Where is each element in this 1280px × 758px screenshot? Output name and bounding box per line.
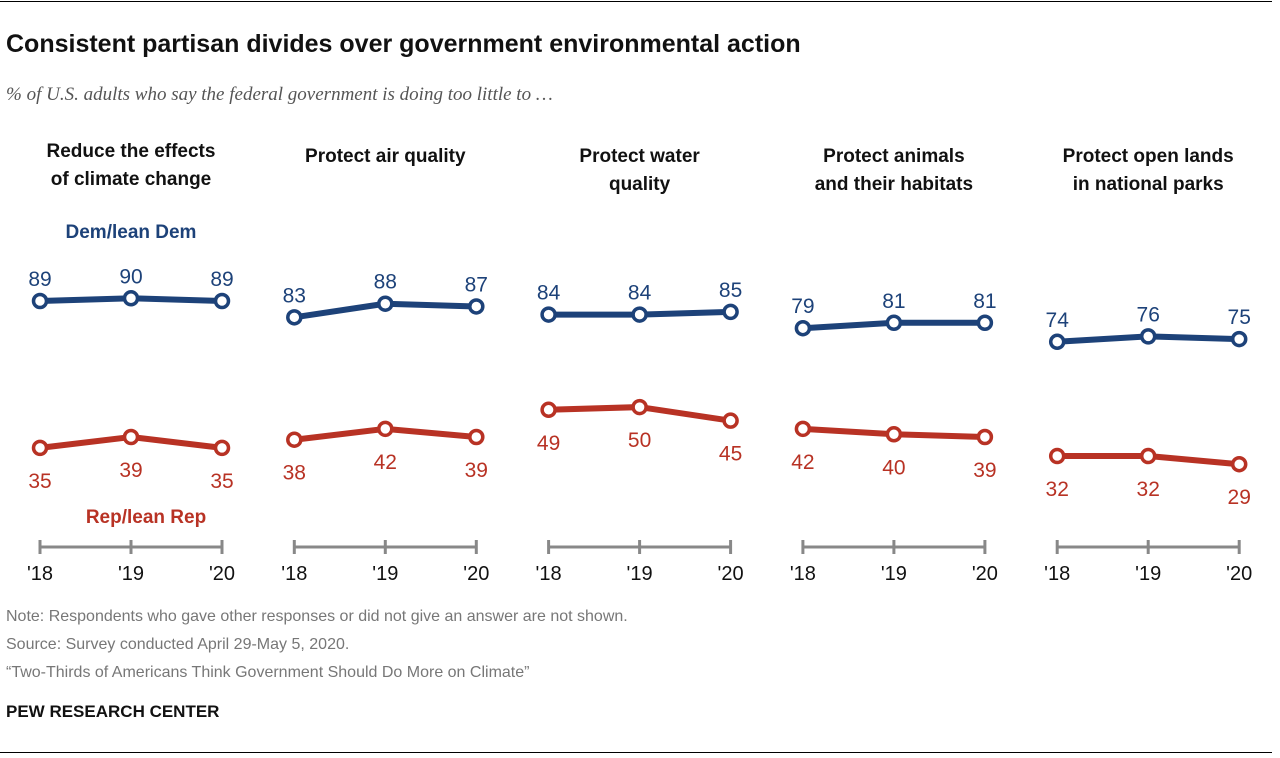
rep-data-label: 35 xyxy=(28,470,51,493)
dem-data-label: 90 xyxy=(119,265,142,288)
rep-point xyxy=(31,439,49,457)
x-tick-label: '19 xyxy=(372,563,398,585)
dem-point xyxy=(885,314,903,332)
chart-title: Consistent partisan divides over governm… xyxy=(6,30,801,58)
rep-data-label: 38 xyxy=(283,462,306,485)
dem-point xyxy=(1139,328,1157,345)
panel-title: Protect air quality xyxy=(305,146,466,167)
dem-point xyxy=(540,306,557,323)
rep-point xyxy=(631,398,648,416)
rep-data-label: 35 xyxy=(210,470,233,493)
chart-subtitle: % of U.S. adults who say the federal gov… xyxy=(6,84,553,105)
panel-title: Reduce the effects xyxy=(47,141,216,162)
panel-title: quality xyxy=(609,174,671,195)
x-tick-label: '20 xyxy=(718,563,744,585)
x-tick-label: '20 xyxy=(1226,563,1252,585)
x-tick-label: '18 xyxy=(536,563,562,585)
rep-data-label: 32 xyxy=(1137,478,1160,501)
rep-point xyxy=(1230,455,1248,473)
dem-data-label: 84 xyxy=(628,282,652,305)
x-tick-label: '19 xyxy=(627,563,653,585)
dem-data-label: 81 xyxy=(882,290,905,313)
x-tick-label: '18 xyxy=(281,563,307,585)
dem-data-label: 83 xyxy=(283,284,306,307)
dem-point xyxy=(213,292,231,310)
rep-data-label: 50 xyxy=(628,429,651,452)
report-title: “Two-Thirds of Americans Think Governmen… xyxy=(6,664,530,681)
rep-data-label: 45 xyxy=(719,443,742,466)
dem-point xyxy=(794,319,812,337)
dem-point xyxy=(122,290,140,307)
dem-data-label: 89 xyxy=(28,268,51,291)
rep-data-label: 42 xyxy=(791,451,814,474)
rep-point xyxy=(1048,447,1066,465)
rep-data-label: 39 xyxy=(973,459,996,482)
dem-data-label: 88 xyxy=(374,271,397,294)
rep-point xyxy=(540,401,557,419)
rep-point xyxy=(794,420,812,438)
dem-data-label: 85 xyxy=(719,279,742,302)
rep-data-label: 39 xyxy=(119,459,142,482)
dem-point xyxy=(631,306,648,323)
x-tick-label: '18 xyxy=(790,563,816,585)
dem-point xyxy=(1230,330,1248,348)
dem-data-label: 81 xyxy=(973,290,996,313)
bottom-rule xyxy=(0,752,1272,753)
x-tick-label: '20 xyxy=(972,563,998,585)
rep-point xyxy=(122,428,140,446)
x-tick-label: '20 xyxy=(209,563,235,585)
panel-title: of climate change xyxy=(51,169,212,190)
rep-data-label: 32 xyxy=(1046,478,1069,501)
source: Source: Survey conducted April 29-May 5,… xyxy=(6,636,350,653)
legend-rep: Rep/lean Rep xyxy=(86,507,206,528)
dem-point xyxy=(468,298,485,315)
rep-point xyxy=(286,431,303,448)
x-tick-label: '18 xyxy=(27,563,53,585)
x-tick-label: '19 xyxy=(1135,563,1161,585)
dem-data-label: 79 xyxy=(791,295,814,318)
rep-point xyxy=(1139,447,1157,465)
rep-data-label: 39 xyxy=(465,459,488,482)
panel-title: Protect animals xyxy=(823,146,965,167)
dem-data-label: 74 xyxy=(1046,309,1070,332)
rep-data-label: 29 xyxy=(1228,486,1251,509)
rep-point xyxy=(213,439,231,457)
panel-title: Protect water xyxy=(579,146,700,167)
dem-data-label: 89 xyxy=(210,268,233,291)
dem-data-label: 76 xyxy=(1137,303,1160,326)
rep-point xyxy=(377,420,394,438)
dem-data-label: 87 xyxy=(465,273,488,296)
dem-point xyxy=(1048,333,1066,351)
brand: PEW RESEARCH CENTER xyxy=(6,702,220,721)
rep-data-label: 40 xyxy=(882,456,905,479)
dem-point xyxy=(377,295,394,312)
x-tick-label: '20 xyxy=(463,563,489,585)
note: Note: Respondents who gave other respons… xyxy=(6,608,628,625)
dem-point xyxy=(976,314,994,332)
dem-data-label: 75 xyxy=(1228,306,1251,329)
x-tick-label: '19 xyxy=(881,563,907,585)
dem-point xyxy=(31,292,49,310)
panel-title: in national parks xyxy=(1073,174,1224,195)
rep-data-label: 42 xyxy=(374,451,397,474)
panel-title: Protect open lands xyxy=(1063,146,1234,167)
dem-point xyxy=(722,303,739,321)
panel-title: and their habitats xyxy=(815,174,973,195)
rep-point xyxy=(885,426,903,443)
chart: Reduce the effects of climate change '18 '1… xyxy=(27,141,1252,585)
rep-data-label: 49 xyxy=(537,432,560,455)
x-tick-label: '18 xyxy=(1044,563,1070,585)
top-rule xyxy=(0,1,1272,2)
rep-point xyxy=(722,412,739,429)
rep-point xyxy=(976,428,994,446)
legend-dem: Dem/lean Dem xyxy=(66,222,197,243)
rep-point xyxy=(468,428,485,446)
dem-point xyxy=(286,309,303,326)
dem-data-label: 84 xyxy=(537,282,561,305)
x-tick-label: '19 xyxy=(118,563,144,585)
